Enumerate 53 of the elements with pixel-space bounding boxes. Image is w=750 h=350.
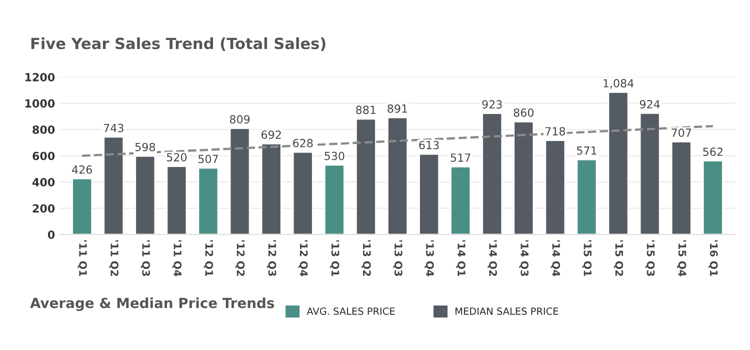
x-tick-label: '15 Q3 — [645, 240, 655, 276]
x-tick-label: '11 Q3 — [140, 240, 150, 276]
x-tick-label: '14 Q2 — [488, 240, 497, 276]
text: 923 — [482, 100, 502, 109]
x-tick-label: '13 Q4 — [424, 240, 434, 276]
x-tick-label: '12 Q2 — [235, 240, 245, 276]
text: 860 — [514, 108, 534, 117]
x-tick-label: '12 Q1 — [204, 240, 214, 276]
text: 924 — [640, 100, 660, 108]
text: 743 — [104, 124, 124, 132]
x-tick-label: '16 Q1 — [708, 240, 718, 276]
text: 598 — [135, 142, 156, 152]
text: 628 — [293, 138, 313, 148]
y-tick-label: 400 — [32, 178, 55, 186]
x-tick-label: '12 Q3 — [266, 240, 276, 276]
text: 530 — [324, 152, 344, 160]
x-tick-label: '14 Q3 — [519, 240, 529, 276]
text: 426 — [72, 165, 92, 174]
x-tick-label: '15 Q2 — [614, 240, 624, 276]
y-tick-label: 0 — [48, 230, 55, 239]
text: 562 — [703, 148, 722, 156]
text: 692 — [262, 130, 281, 139]
text: 718 — [546, 127, 566, 136]
y-tick-label: 1000 — [25, 99, 55, 108]
text: 881 — [356, 106, 376, 114]
chart-title: Five Year Sales Trend (Total Sales) — [31, 37, 326, 52]
text: 507 — [198, 154, 218, 164]
text: 571 — [577, 146, 596, 155]
text: 1,084 — [604, 79, 634, 89]
x-tick-label: '11 Q1 — [78, 240, 87, 276]
x-tick-label: '13 Q2 — [362, 240, 371, 276]
x-tick-label: '13 Q3 — [393, 240, 402, 276]
text: Average & Median Price Trends — [30, 297, 274, 311]
legend-label: AVG. SALES PRICE — [306, 307, 395, 315]
text: 809 — [230, 115, 250, 124]
text: 613 — [419, 140, 439, 150]
x-tick-label: '15 Q4 — [676, 240, 686, 276]
text: 520 — [166, 153, 187, 162]
x-tick-label: '14 Q4 — [550, 240, 560, 276]
x-tick-label: '15 Q1 — [582, 240, 592, 276]
y-tick-label: 1200 — [25, 72, 55, 82]
x-tick-label: '12 Q4 — [298, 240, 308, 276]
x-tick-label: '14 Q1 — [456, 240, 466, 276]
y-tick-label: 200 — [32, 204, 55, 213]
text: 891 — [388, 104, 408, 113]
text: 707 — [672, 128, 692, 137]
x-tick-label: '13 Q1 — [330, 240, 340, 276]
legend-label: MEDIAN SALES PRICE — [456, 307, 558, 315]
x-tick-label: '11 Q2 — [109, 240, 118, 276]
y-tick-label: 800 — [32, 125, 55, 134]
x-tick-label: '11 Q4 — [172, 240, 182, 276]
text: 517 — [450, 154, 470, 162]
y-tick-label: 600 — [32, 152, 55, 160]
